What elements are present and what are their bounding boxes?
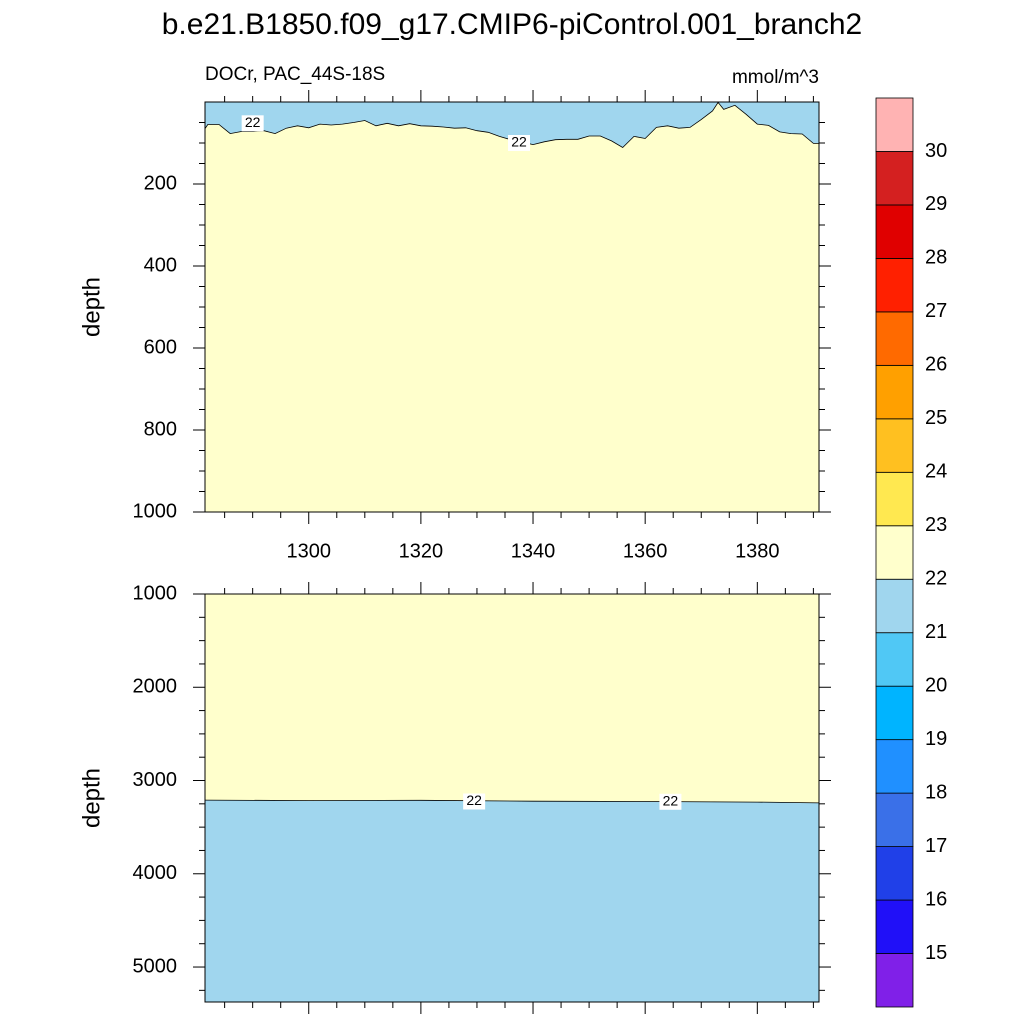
colorbar-box [875,364,914,420]
colorbar-box [875,953,914,1008]
contour-label: 22 [511,134,527,150]
colorbar-label: 19 [925,728,947,750]
colorbar-box [875,525,914,580]
y-tick-label: 3000 [133,769,178,791]
colorbar-label: 29 [925,193,947,215]
colorbar-box [875,846,914,901]
colorbar-label: 15 [925,942,947,964]
colorbar-box [875,578,914,634]
subtitle: DOCr, PAC_44S-18S [205,64,385,85]
x-tick-label: 1300 [286,540,331,562]
y-axis-label: depth [78,768,105,828]
figure-title: b.e21.B1850.f09_g17.CMIP6-piControl.001_… [162,8,863,41]
contour-label: 22 [663,792,679,808]
colorbar-label: 28 [925,247,947,269]
deep-region [205,102,819,512]
contour-label-box [463,793,486,810]
colorbar-box [875,685,914,741]
colorbar-box [875,418,914,473]
colorbar-label: 24 [925,461,947,483]
plot-frame [204,593,820,1003]
colorbar-label: 20 [925,674,947,696]
colorbar-box [875,792,914,847]
y-tick-label: 200 [144,172,177,194]
x-tick-label: 1340 [511,540,556,562]
colorbar-box [875,899,914,954]
colorbar-label: 27 [925,300,947,322]
contour-label-box [241,115,264,132]
colorbar-label: 21 [925,621,947,643]
contour-line [204,799,820,804]
colorbar-box [875,739,914,794]
contour-label: 22 [466,792,482,808]
colorbar-box [875,97,914,152]
colorbar-label: 16 [925,888,947,910]
colorbar-label: 26 [925,354,947,376]
x-tick-label: 1380 [735,540,780,562]
y-tick-label: 2000 [133,676,178,698]
colorbar-label: 17 [925,835,947,857]
shallow-region [205,594,819,803]
contour-label-box [508,135,531,151]
contour-label: 22 [245,114,261,130]
y-axis-label: depth [78,277,105,337]
x-tick-label: 1360 [623,540,668,562]
colorbar-box [875,204,914,259]
y-tick-label: 5000 [133,955,178,977]
colorbar-label: 23 [925,514,947,536]
colorbar-label: 30 [925,140,947,162]
colorbar-box [875,632,914,687]
contour-label-box [659,793,682,810]
y-tick-label: 1000 [133,582,178,604]
colorbar-label: 25 [925,407,947,429]
y-tick-label: 800 [144,418,177,440]
y-tick-label: 1000 [133,500,178,522]
colorbar-label: 18 [925,781,947,803]
y-tick-label: 400 [144,254,177,276]
units-label: mmol/m^3 [732,67,819,88]
colorbar-label: 22 [925,568,947,590]
y-tick-label: 600 [144,336,177,358]
shallow-region [205,102,819,148]
colorbar-box [875,258,914,313]
x-tick-label: 1320 [399,540,444,562]
y-tick-label: 4000 [133,862,178,884]
colorbar-box [875,151,914,206]
colorbar-box [875,311,914,366]
colorbar-box [875,471,914,527]
